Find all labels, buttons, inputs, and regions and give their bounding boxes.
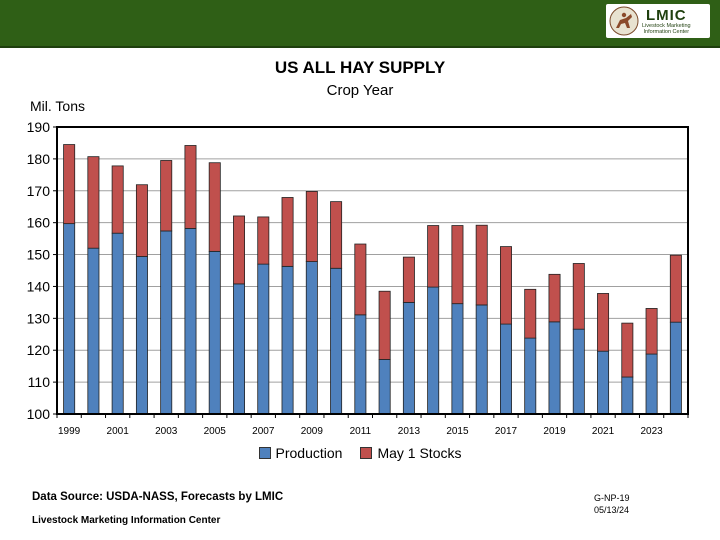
bar-production <box>305 261 318 415</box>
logo-subtitle-2: Information Center <box>643 28 690 35</box>
logo-title: LMIC <box>645 6 687 24</box>
bar-stocks <box>208 162 221 252</box>
bar-production <box>572 328 585 415</box>
bar-production <box>354 314 367 415</box>
bar-stocks <box>645 308 658 355</box>
bar-production <box>402 301 415 415</box>
x-tick-label: 2017 <box>495 426 518 437</box>
bar-production <box>597 350 610 415</box>
bar-stocks <box>378 290 391 360</box>
bar-production <box>135 256 148 415</box>
x-tick-label: 2001 <box>107 426 130 437</box>
bar-stocks <box>184 145 197 229</box>
bar-stocks <box>572 263 585 330</box>
bar-production <box>184 228 197 415</box>
x-tick-label: 2005 <box>204 426 227 437</box>
bar-stocks <box>669 254 682 323</box>
x-tick-label: 2015 <box>446 426 469 437</box>
plot-frame <box>56 126 689 415</box>
bar-stocks <box>330 201 343 269</box>
bar-production <box>524 337 537 415</box>
x-tick-label: 2009 <box>301 426 324 437</box>
bar-stocks <box>257 216 270 265</box>
chart-subtitle: Crop Year <box>326 82 394 99</box>
y-tick-label: 160 <box>27 215 51 231</box>
y-axis-label: Mil. Tons <box>30 98 85 114</box>
y-tick-label: 120 <box>27 342 51 358</box>
y-tick-label: 140 <box>27 278 51 294</box>
legend-label-stocks: May 1 Stocks <box>377 445 462 461</box>
bar-stocks <box>427 225 440 288</box>
bar-production <box>63 223 76 415</box>
bar-production <box>257 263 270 415</box>
bar-production <box>451 303 464 415</box>
bar-stocks <box>111 165 124 234</box>
bar-production <box>281 265 294 415</box>
x-tick-label: 2007 <box>252 426 275 437</box>
header-bar: LMIC Livestock Marketing Information Cen… <box>0 0 720 48</box>
cowboy-horse-icon <box>609 6 639 36</box>
bar-stocks <box>281 197 294 267</box>
y-tick-label: 170 <box>27 183 51 199</box>
chart-legend: Production May 1 Stocks <box>0 445 720 461</box>
bar-production <box>378 359 391 415</box>
bar-stocks <box>63 144 76 225</box>
x-tick-label: 2021 <box>592 426 615 437</box>
data-source-note: Data Source: USDA-NASS, Forecasts by LMI… <box>32 491 284 503</box>
x-tick-label: 2003 <box>155 426 178 437</box>
hay-supply-chart: 100 110 120 130 140 150 160 170 180 190 1999 2001 20… <box>27 119 689 437</box>
chart-date: 05/13/24 <box>594 505 630 515</box>
bar-stocks <box>499 246 512 325</box>
bar-stocks <box>160 160 173 232</box>
x-tick-label: 2011 <box>350 426 372 437</box>
bar-stocks <box>548 273 561 323</box>
x-tick-label: 2013 <box>398 426 421 437</box>
chart-title: US ALL HAY SUPPLY <box>274 58 446 77</box>
bar-stocks <box>402 256 415 303</box>
bar-stocks <box>475 224 488 306</box>
logo-subtitle-1: Livestock Marketing <box>642 22 691 29</box>
y-tick-label: 180 <box>27 151 51 167</box>
bar-production <box>160 230 173 415</box>
legend-swatch-stocks <box>360 447 373 459</box>
bar-stocks <box>451 225 464 305</box>
bar-production <box>499 323 512 415</box>
lmic-logo: LMIC Livestock Marketing Information Cen… <box>606 4 710 38</box>
bar-production <box>427 286 440 415</box>
chart-id: G-NP-19 <box>594 493 630 503</box>
bar-production <box>475 304 488 415</box>
x-tick-label: 2023 <box>640 426 663 437</box>
legend-item-production: Production <box>258 445 343 461</box>
bar-production <box>621 376 634 415</box>
bar-stocks <box>621 322 634 378</box>
legend-item-stocks: May 1 Stocks <box>360 445 461 461</box>
legend-label-production: Production <box>275 445 343 461</box>
y-tick-label: 130 <box>27 310 51 326</box>
bar-stocks <box>305 191 318 262</box>
bar-stocks <box>87 156 100 249</box>
y-tick-label: 150 <box>27 247 51 263</box>
bar-production <box>645 353 658 415</box>
bar-production <box>330 267 343 415</box>
bar-production <box>208 250 221 415</box>
legend-swatch-production <box>258 447 271 459</box>
bar-production <box>233 283 246 415</box>
bar-production <box>669 321 682 415</box>
chart-code: G-NP-19 05/13/24 <box>594 492 630 516</box>
bar-stocks <box>135 184 148 257</box>
bar-stocks <box>597 293 610 352</box>
x-tick-label: 2019 <box>543 426 566 437</box>
bar-production <box>87 247 100 415</box>
footer-org: Livestock Marketing Information Center <box>32 515 221 526</box>
y-tick-label: 100 <box>27 406 51 422</box>
y-tick-label: 110 <box>28 374 51 390</box>
bar-production <box>111 232 124 415</box>
bar-stocks <box>354 243 367 316</box>
bar-production <box>548 321 561 415</box>
x-tick-label: 1999 <box>58 426 81 437</box>
bar-stocks <box>233 215 246 285</box>
y-tick-label: 190 <box>27 119 51 135</box>
bar-stocks <box>524 288 537 339</box>
